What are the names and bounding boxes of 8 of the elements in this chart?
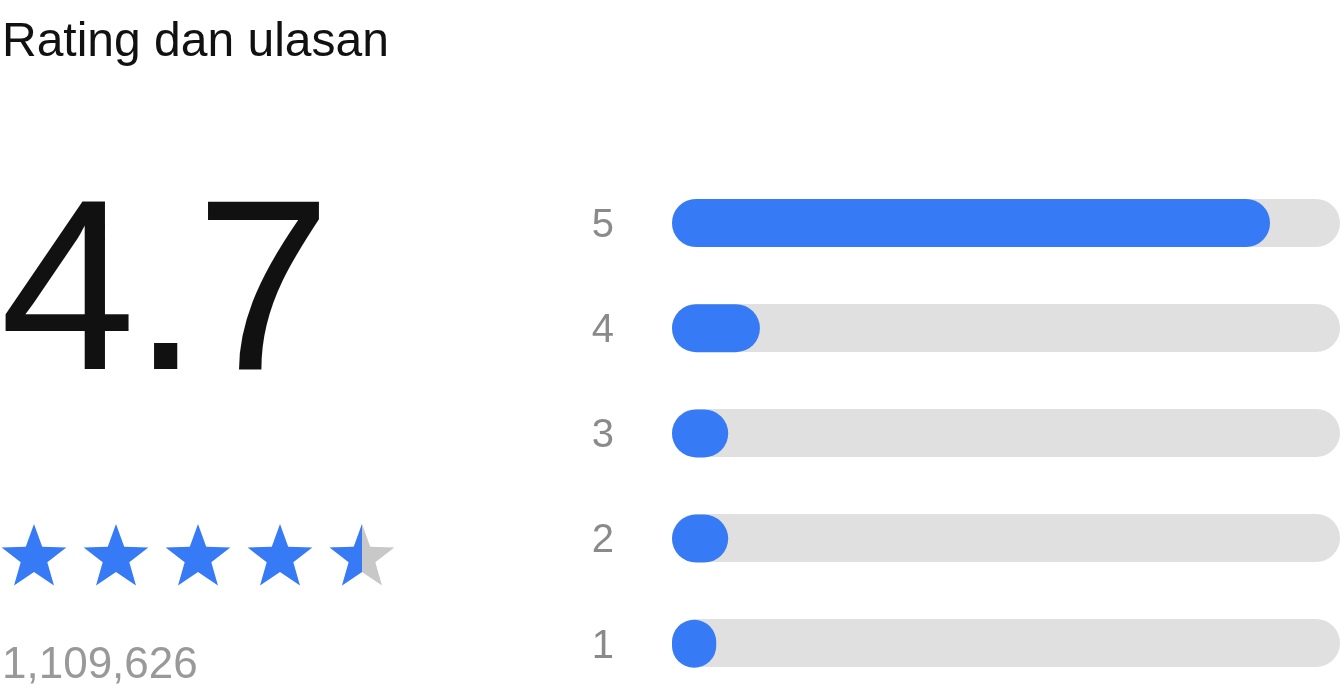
y-tick-label: 3 (591, 411, 614, 456)
y-tick-label: 1 (591, 621, 614, 666)
text: 1,109,626 (2, 637, 198, 689)
text: 4.7 (0, 148, 328, 421)
text: Rating dan ulasan (2, 12, 389, 68)
y-tick-label: 2 (591, 516, 614, 561)
y-tick-label: 5 (591, 200, 614, 245)
y-tick-label: 4 (591, 306, 614, 350)
